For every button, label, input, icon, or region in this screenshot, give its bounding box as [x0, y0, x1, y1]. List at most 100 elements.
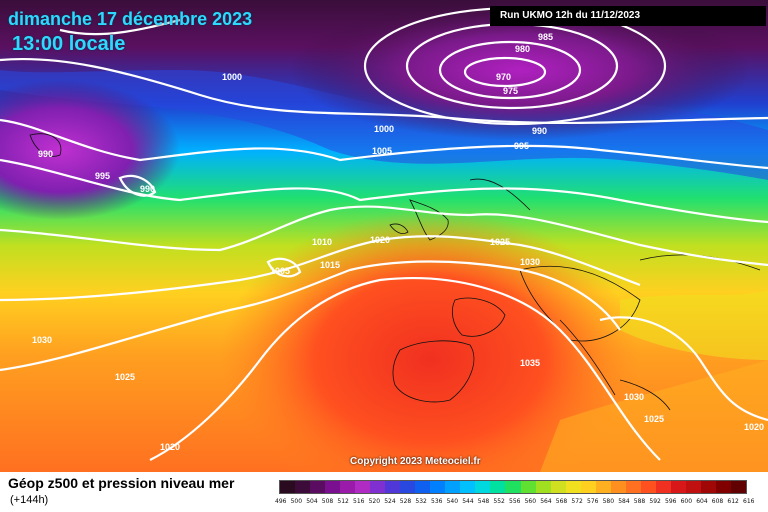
- scale-swatch: [325, 481, 341, 493]
- scale-label: 540: [446, 498, 459, 505]
- map-area: 985 980 970 975 1000 990 995 990 1000 10…: [0, 0, 768, 472]
- scale-swatch: [490, 481, 506, 493]
- isobar-label: 995: [514, 141, 529, 151]
- scale-swatch: [355, 481, 371, 493]
- scale-swatch: [550, 481, 566, 493]
- scale-label: 496: [275, 498, 287, 505]
- scale-label: 516: [353, 498, 365, 505]
- scale-swatch: [385, 481, 401, 493]
- scale-label: 580: [602, 498, 615, 505]
- scale-swatch: [580, 481, 596, 493]
- forecast-date: dimanche 17 décembre 2023: [8, 9, 253, 29]
- scale-label: 608: [711, 498, 724, 505]
- isobar-label: 980: [515, 44, 530, 54]
- scale-swatch: [460, 481, 476, 493]
- low-pressure-west: [0, 80, 180, 220]
- isobar-label: 990: [532, 126, 547, 136]
- isobar-label: 1030: [624, 392, 644, 402]
- scale-label: 532: [415, 498, 427, 505]
- isobar-label: 1030: [32, 335, 52, 345]
- pressure-map: 985 980 970 975 1000 990 995 990 1000 10…: [0, 0, 768, 472]
- isobar-label: 990: [140, 184, 155, 194]
- scale-swatch: [430, 481, 446, 493]
- scale-swatch: [520, 481, 536, 493]
- scale-swatch: [310, 481, 326, 493]
- scale-label: 592: [649, 498, 661, 505]
- isobar-label: 1005: [372, 146, 392, 156]
- isobar-label: 970: [496, 72, 511, 82]
- scale-label: 548: [477, 498, 490, 505]
- isobar-label: 1005: [270, 266, 290, 276]
- scale-swatch: [505, 481, 521, 493]
- scale-swatch: [625, 481, 641, 493]
- warm-east-field: [540, 360, 768, 472]
- scale-swatch: [295, 481, 311, 493]
- high-pressure-core: [220, 210, 640, 472]
- scale-label: 508: [321, 498, 334, 505]
- scale-swatch: [280, 481, 296, 493]
- isobar-label: 990: [38, 149, 53, 159]
- color-scale-labels: 496 500 504 508 512 516 520 524 528 532 536 540 544 5…: [275, 498, 755, 508]
- forecast-time: 13:00 locale: [12, 33, 126, 55]
- legend-title: Géop z500 et pression niveau mer: [8, 475, 235, 491]
- scale-label: 568: [555, 498, 568, 505]
- yellow-east-field: [620, 290, 768, 360]
- isobar-label: 1000: [222, 72, 242, 82]
- scale-label: 612: [727, 498, 739, 505]
- scale-label: 560: [524, 498, 537, 505]
- scale-label: 552: [493, 498, 505, 505]
- scale-label: 604: [696, 498, 708, 505]
- scale-label: 596: [665, 498, 677, 505]
- scale-label: 544: [462, 498, 474, 505]
- scale-swatch: [415, 481, 431, 493]
- scale-swatch: [535, 481, 551, 493]
- scale-label: 520: [368, 498, 381, 505]
- scale-label: 528: [399, 498, 412, 505]
- isobar-label: 1025: [490, 237, 510, 247]
- scale-label: 576: [587, 498, 599, 505]
- isobar-label: 1025: [115, 372, 135, 382]
- legend-panel: Géop z500 et pression niveau mer (+144h)…: [0, 472, 768, 512]
- scale-label: 600: [680, 498, 693, 505]
- scale-swatch: [655, 481, 671, 493]
- scale-swatch: [715, 481, 731, 493]
- isobar-label: 1020: [744, 422, 764, 432]
- scale-label: 584: [618, 498, 630, 505]
- scale-label: 572: [571, 498, 583, 505]
- scale-swatch: [730, 481, 746, 493]
- scale-label: 524: [384, 498, 396, 505]
- scale-swatch: [445, 481, 461, 493]
- isobar-label: 1020: [160, 442, 180, 452]
- isobar-label: 1030: [520, 257, 540, 267]
- isobar-label: 1000: [374, 124, 394, 134]
- scale-swatch: [610, 481, 626, 493]
- isobar-label: 1010: [312, 237, 332, 247]
- scale-swatch: [400, 481, 416, 493]
- isobar-label: 975: [503, 86, 518, 96]
- scale-swatch: [595, 481, 611, 493]
- scale-label: 536: [431, 498, 443, 505]
- isobar-label: 985: [538, 32, 553, 42]
- isobar-label: 995: [95, 171, 110, 181]
- scale-swatch: [670, 481, 686, 493]
- scale-swatch: [475, 481, 491, 493]
- run-info: Run UKMO 12h du 11/12/2023: [490, 6, 766, 26]
- scale-swatch: [370, 481, 386, 493]
- scale-label: 500: [290, 498, 303, 505]
- scale-label: 588: [633, 498, 646, 505]
- legend-subtitle: (+144h): [10, 494, 49, 506]
- isobars: [0, 6, 768, 461]
- scale-label: 512: [337, 498, 349, 505]
- scale-swatch: [700, 481, 716, 493]
- scale-swatch: [565, 481, 581, 493]
- scale-label: 556: [509, 498, 521, 505]
- color-scale: [279, 480, 747, 494]
- scale-label: 564: [540, 498, 552, 505]
- copyright-notice: Copyright 2023 Meteociel.fr: [350, 456, 481, 467]
- scale-swatch: [340, 481, 356, 493]
- isobar-label: 1020: [370, 235, 390, 245]
- isobar-label: 1015: [320, 260, 340, 270]
- scale-label: 504: [306, 498, 318, 505]
- isobar-label: 1035: [520, 358, 540, 368]
